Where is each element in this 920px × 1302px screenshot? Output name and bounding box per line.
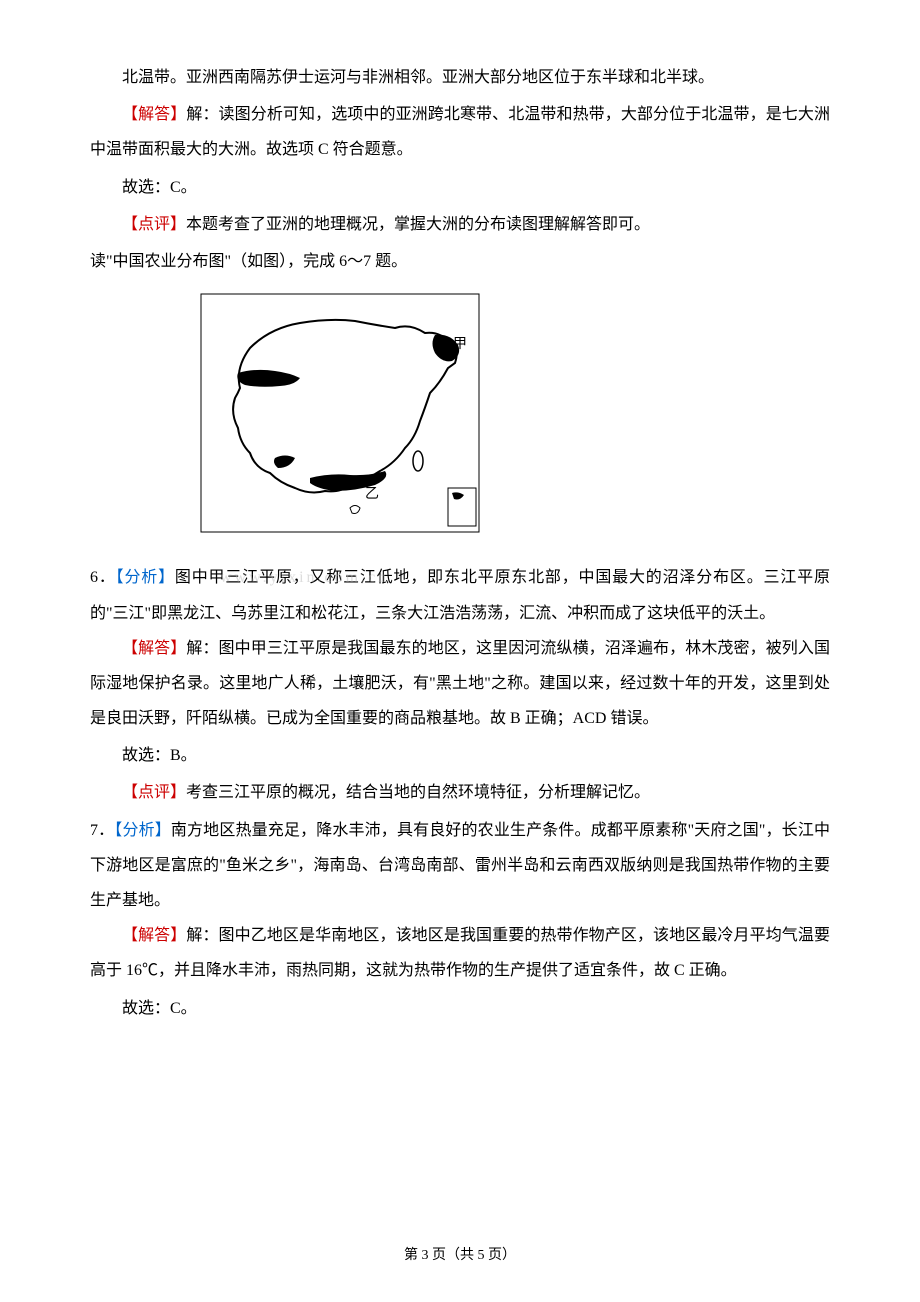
q6-review-block: 【点评】考查三江平原的概况，结合当地的自然环境特征，分析理解记忆。 [90,775,830,810]
analysis-label-7: 【分析】 [114,822,171,839]
analysis-label-6: 【分析】 [116,569,175,586]
q7-analysis-block: 7．【分析】南方地区热量充足，降水丰沛，具有良好的农业生产条件。成都平原素称"天… [90,813,830,919]
q6-answer-block: 【解答】解：图中甲三江平原是我国最东的地区，这里因河流纵横，沼泽遍布，林木茂密，… [90,631,830,737]
choice-5: 故选：C。 [90,170,830,205]
answer-label: 【解答】 [122,106,186,123]
q7-number: 7． [90,822,114,839]
china-map-figure: 甲 乙 [200,293,830,546]
paragraph-intro-continued: 北温带。亚洲西南隔苏伊士运河与非洲相邻。亚洲大部分地区位于东半球和北半球。 [90,60,830,95]
q7-choice: 故选：C。 [90,991,830,1026]
q6-analysis-text: 图中甲三江平原，又称三江低地，即东北平原东北部，中国最大的沼泽分布区。三江平原的… [90,569,830,621]
q7-answer-block: 【解答】解：图中乙地区是华南地区，该地区是我国重要的热带作物产区，该地区最冷月平… [90,918,830,988]
region-northwest [237,370,300,387]
answer-text-5: 解：读图分析可知，选项中的亚洲跨北寒带、北温带和热带，大部分位于北温带，是七大洲… [90,106,830,158]
q6-number: 6． [90,569,116,586]
review-label-6: 【点评】 [122,784,186,801]
q7-analysis-text: 南方地区热量充足，降水丰沛，具有良好的农业生产条件。成都平原素称"天府之国"，长… [90,822,830,909]
q7-answer-text: 解：图中乙地区是华南地区，该地区是我国重要的热带作物产区，该地区最冷月平均气温要… [90,927,830,979]
section-intro: 读"中国农业分布图"（如图），完成 6～7 题。 [90,244,830,279]
answer-paragraph-5: 【解答】解：读图分析可知，选项中的亚洲跨北寒带、北温带和热带，大部分位于北温带，… [90,97,830,167]
china-map-svg: 甲 乙 [200,293,480,533]
map-label-yi: 乙 [365,486,379,502]
q6-choice: 故选：B。 [90,738,830,773]
region-sw [274,456,295,469]
legend-box [448,488,476,526]
answer-label-6: 【解答】 [122,640,186,657]
answer-label-7: 【解答】 [122,927,186,944]
legend-shape [452,492,464,499]
taiwan-island [413,451,423,471]
review-label: 【点评】 [122,216,186,233]
q6-review-text: 考查三江平原的概况，结合当地的自然环境特征，分析理解记忆。 [186,784,650,801]
q6-analysis-block: 6．【分析】图中甲三江平原，又称三江低地，即东北平原东北部，中国最大的沼泽分布区… [90,560,830,630]
map-label-jia: 甲 [453,337,467,352]
hainan-island [350,506,360,514]
page-footer: 第 3 页（共 5 页） [0,1241,920,1272]
review-paragraph-5: 【点评】本题考查了亚洲的地理概况，掌握大洲的分布读图理解解答即可。 [90,207,830,242]
review-text-5: 本题考查了亚洲的地理概况，掌握大洲的分布读图理解解答即可。 [186,216,650,233]
q6-answer-text: 解：图中甲三江平原是我国最东的地区，这里因河流纵横，沼泽遍布，林木茂密，被列入国… [90,640,830,727]
